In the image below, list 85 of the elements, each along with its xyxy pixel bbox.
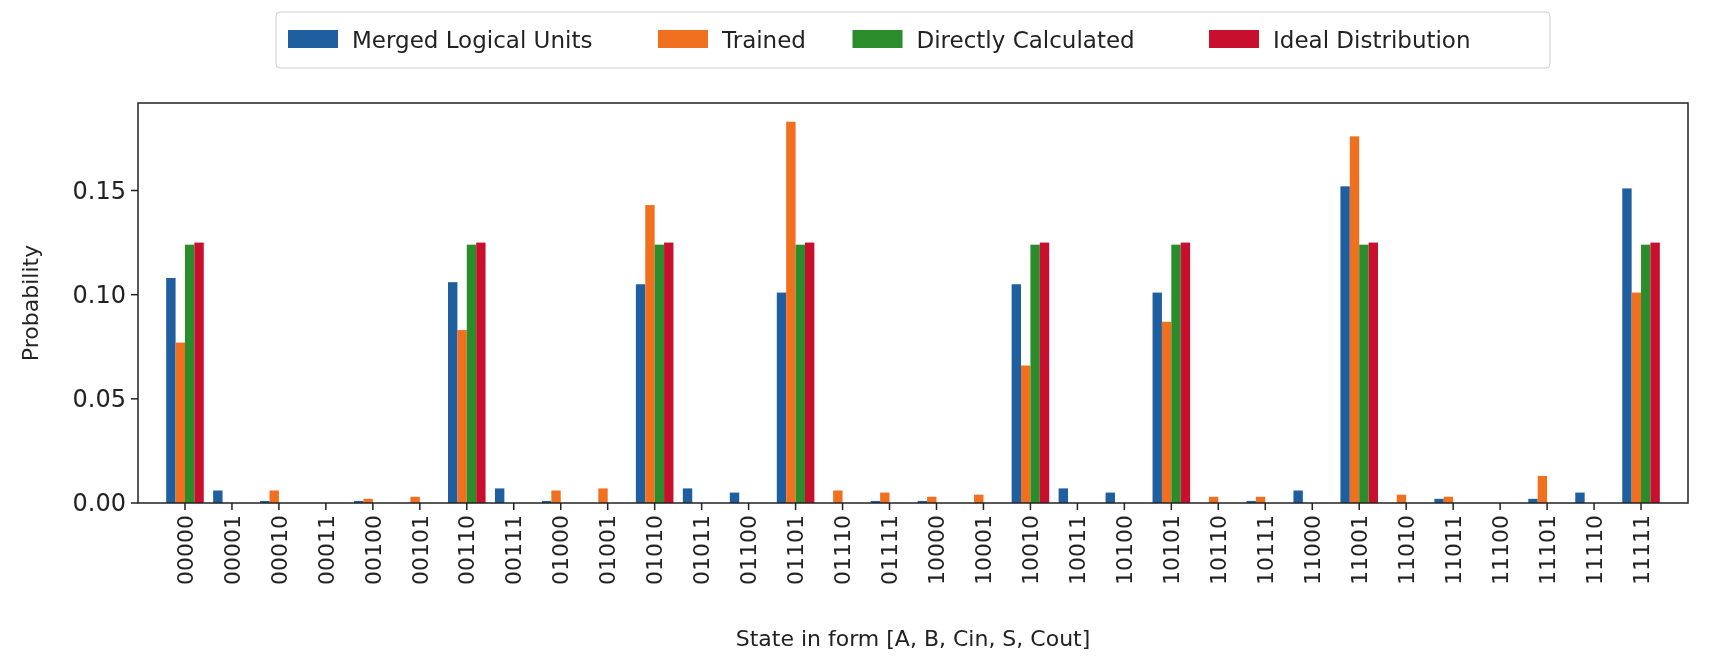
legend-label: Trained [721, 27, 806, 54]
bar [1058, 488, 1068, 503]
bar [194, 242, 204, 503]
bar [795, 244, 805, 503]
x-tick-label: 00011 [313, 515, 339, 585]
bar [494, 488, 505, 503]
x-tick-label: 00101 [407, 515, 433, 585]
bar [1161, 321, 1172, 503]
x-tick-label: 00001 [219, 515, 245, 585]
bar [457, 330, 467, 503]
x-tick-label: 11001 [1346, 515, 1372, 585]
bar [476, 242, 486, 503]
bar [786, 121, 796, 503]
bar [1537, 475, 1548, 503]
x-tick-label: 10111 [1252, 515, 1278, 585]
x-tick-label: 10001 [971, 515, 997, 585]
x-tick-label: 11000 [1299, 515, 1325, 585]
x-tick-label: 01111 [877, 515, 903, 585]
x-tick-label: 11100 [1487, 515, 1513, 585]
x-tick-label: 11111 [1628, 515, 1654, 585]
x-tick-label: 00100 [360, 515, 386, 585]
bar [1293, 490, 1303, 503]
x-tick-label: 01100 [736, 515, 762, 585]
legend-label: Ideal Distribution [1273, 27, 1471, 54]
x-tick-label: 11011 [1440, 515, 1466, 585]
x-tick-label: 10110 [1206, 515, 1231, 585]
bar [1152, 292, 1162, 503]
bar [1340, 186, 1350, 503]
bar [635, 284, 646, 503]
bar [213, 490, 223, 503]
x-axis-title: State in form [A, B, Cin, S, Cout] [735, 626, 1091, 651]
bar [776, 292, 787, 503]
x-tick-label: 11101 [1534, 515, 1560, 585]
bar [1368, 242, 1378, 503]
bar [664, 242, 674, 503]
legend-label: Merged Logical Units [352, 27, 593, 54]
x-tick-label: 10101 [1159, 515, 1185, 585]
bar [1011, 284, 1022, 503]
bar [645, 205, 655, 503]
bar [448, 282, 458, 503]
bar [1171, 244, 1181, 503]
x-tick-label: 01110 [830, 515, 856, 585]
x-tick-label: 00110 [454, 515, 480, 585]
bar [466, 244, 477, 503]
bar [166, 278, 176, 503]
bar [1359, 244, 1369, 503]
bar [1349, 136, 1360, 503]
bar [1021, 365, 1031, 503]
x-tick-label: 00010 [266, 515, 292, 585]
x-tick-label: 11110 [1581, 515, 1607, 585]
y-axis-title: Probability [18, 244, 43, 362]
bar [1631, 292, 1642, 503]
bar [1650, 242, 1660, 503]
bar [184, 244, 195, 503]
y-tick-label: 0.10 [72, 281, 126, 310]
bar [598, 488, 608, 503]
bar [804, 242, 815, 503]
legend-label: Directly Calculated [916, 27, 1135, 54]
x-tick-label: 01001 [595, 515, 621, 585]
bar [682, 488, 693, 503]
y-tick-label: 0.05 [72, 385, 126, 414]
bar [880, 492, 890, 503]
x-tick-label: 00111 [501, 515, 527, 585]
bar [175, 342, 185, 503]
bar [551, 490, 561, 503]
y-tick-label: 0.00 [72, 489, 126, 518]
x-tick-label: 10000 [924, 515, 950, 585]
x-tick-label: 01000 [548, 515, 574, 585]
bar [1641, 244, 1651, 503]
x-tick-label: 01011 [689, 515, 715, 585]
bar [1039, 242, 1050, 503]
y-tick-label: 0.15 [72, 176, 126, 205]
bar [1622, 188, 1632, 503]
x-tick-label: 01101 [783, 515, 809, 585]
x-tick-label: 01010 [642, 515, 668, 585]
x-tick-label: 10011 [1065, 515, 1091, 585]
x-tick-label: 00000 [172, 515, 198, 585]
bar [1180, 242, 1191, 503]
bar [833, 490, 843, 503]
bar [654, 244, 665, 503]
x-tick-label: 10100 [1112, 515, 1138, 585]
x-tick-label: 11010 [1393, 515, 1419, 585]
bar [1030, 244, 1040, 503]
x-tick-label: 10010 [1018, 515, 1044, 585]
bar [1575, 492, 1585, 503]
